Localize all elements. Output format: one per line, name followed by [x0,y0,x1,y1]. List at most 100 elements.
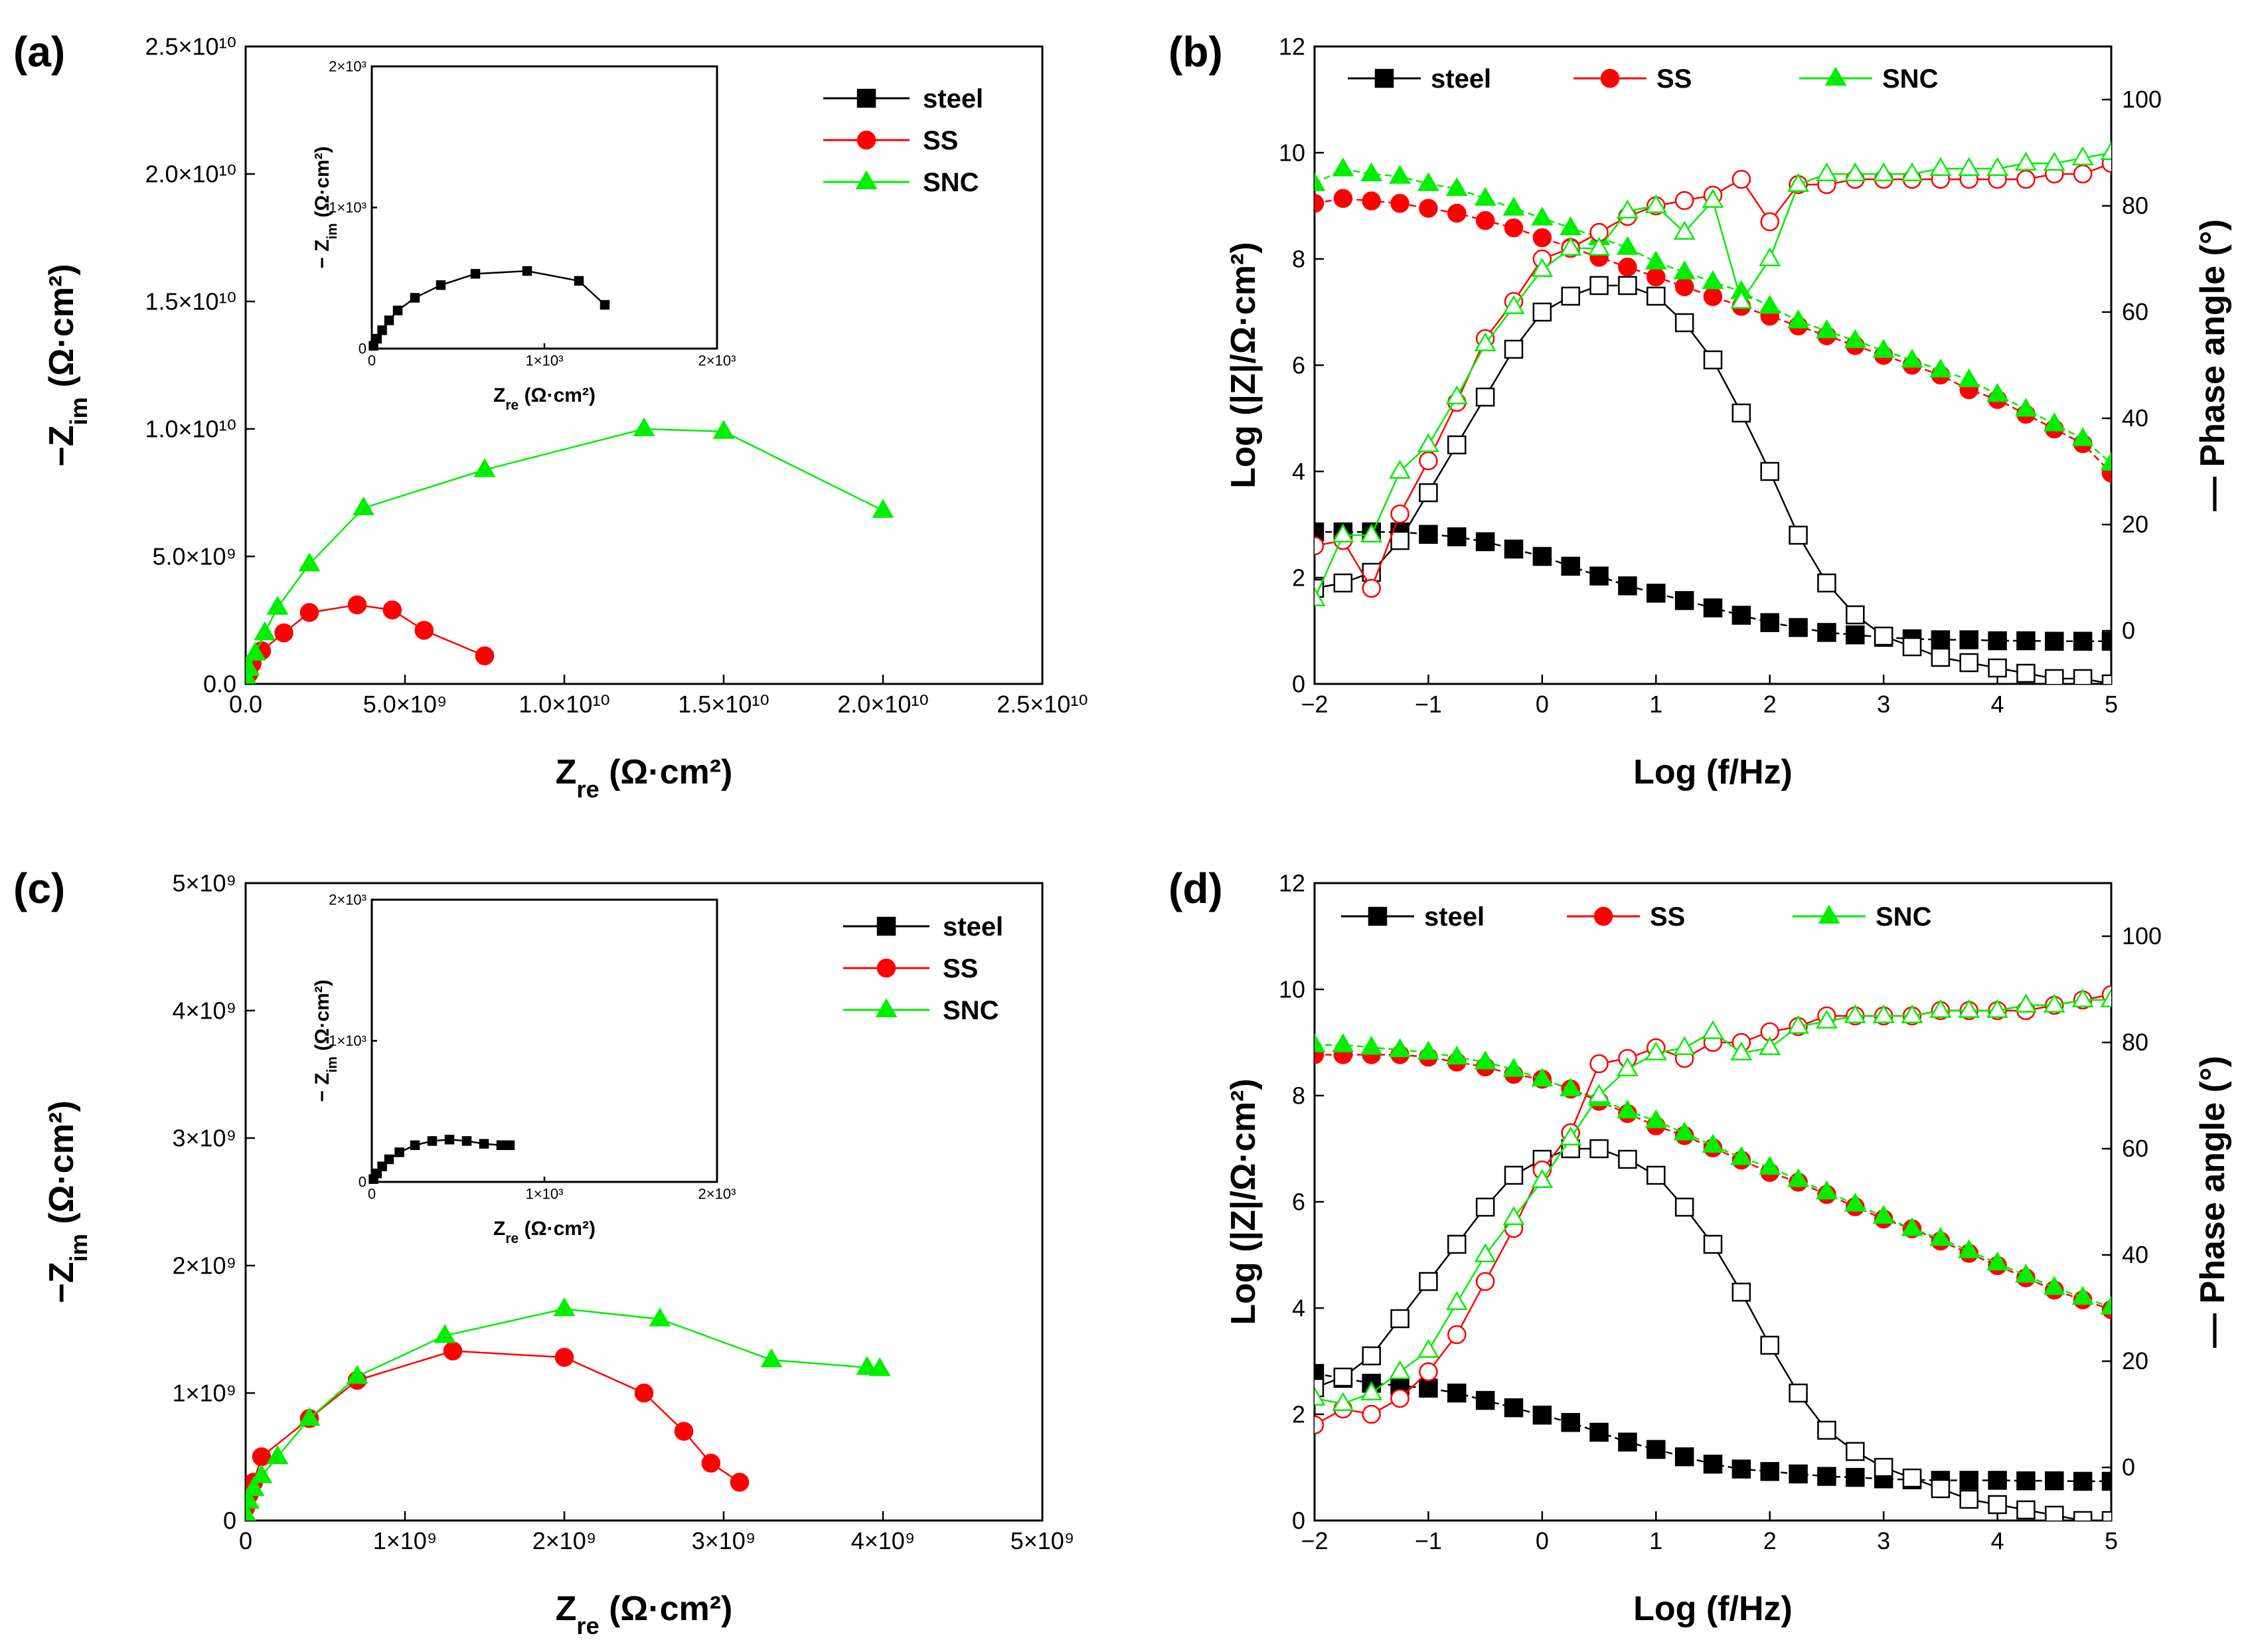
panel-b-data-point [1817,573,1836,593]
panel-c-inset-ytick-label: 1×10³ [329,1032,366,1049]
panel-d-data-point [1447,1234,1467,1254]
panel-a-inset-ytick-label: 1×10³ [329,199,366,216]
panel-a-legend-label: steel [923,84,983,114]
panel-b-ytick-label: 2 [1292,564,1305,592]
panel-b-data-point [1703,287,1723,306]
panel-a-inset-x-title: Zre (Ω·cm²) [493,384,596,413]
panel-d-data-point [1561,1413,1580,1432]
panel-d-data-point [1846,1467,1865,1487]
panel-d-data-point [2043,993,2065,1013]
panel-b-data-point [1419,199,1438,218]
panel-c-inset-data-point [479,1139,489,1149]
panel-d-ytick-label: 2 [1292,1401,1305,1428]
panel-a-series-line [246,428,884,677]
panel-c-data-point [634,1383,654,1403]
panel-d-ytick-label: 4 [1292,1295,1305,1322]
panel-d-legend-marker [1818,904,1840,924]
panel-d-data-point [2071,988,2094,1007]
panel-b-data-point [1931,630,1951,649]
panel-b-data-point [2073,669,2093,684]
panel-d-legend-label: SNC [1876,902,1931,932]
panel-a-data-point [382,600,402,620]
panel-b-data-point [2100,452,2111,471]
panel-c-inset-data-point [496,1140,507,1150]
panel-b-data-point [1674,313,1694,333]
panel-b-data-point [1475,532,1495,552]
panel-d-data-point [1332,1033,1354,1052]
panel-d-data-point [1315,1415,1325,1435]
panel-a-x-axis-title: Zre (Ω·cm²) [556,753,733,803]
panel-d-data-point [2014,993,2037,1013]
panel-d-data-point [1731,1282,1751,1302]
panel-b-data-point [1360,523,1383,542]
panel-a-data-point [254,621,276,641]
panel-c-data-point [554,1347,574,1367]
panel-b-data-point [2014,398,2037,417]
panel-b-data-point [1647,584,1666,603]
panel-a-data-point [872,499,894,518]
panel-b-data-point [1362,578,1381,598]
panel-a-inset-ytick-label: 0 [359,341,366,357]
panel-d-data-point [2045,1505,2064,1521]
panel-d-data-point [2014,1264,2037,1283]
panel-b-data-point [2100,141,2111,160]
panel-c-ytick-label: 1×10⁹ [172,1380,236,1407]
panel-b-data-point [1844,329,1866,349]
panel-b-data-point [1618,258,1637,277]
panel-d-data-point [1703,1454,1723,1474]
panel-d-data-point [1389,1038,1411,1058]
panel-d-ytick-label: 0 [1292,1507,1305,1534]
panel-b-data-point [1475,387,1495,407]
panel-b-data-point [1474,187,1496,206]
panel-d-data-point [1589,1422,1609,1442]
panel-b-data-point [1901,162,1923,181]
panel-d-xtick-label: 5 [2105,1527,2118,1554]
panel-d-data-point [1986,999,2009,1018]
panel-b-data-point [1560,216,1582,236]
panel-b-y2tick-label: 60 [2122,298,2148,325]
panel-b-data-point [1703,598,1723,618]
panel-a-data-point [298,552,321,572]
panel-b-data-point [1674,277,1694,297]
panel-d-x-axis-title: Log (f/Hz) [1633,1590,1793,1628]
panel-b-label: (b) [1168,28,1223,76]
panel-a-data-point [299,603,319,622]
panel-c-inset: 0 1×10³ 2×10³ 0 1×10³ 2×10³ Zre (Ω·cm²) − Zim (… [311,892,736,1246]
panel-b-xtick-label: 1 [1649,691,1662,718]
panel-d-data-point [1730,1041,1753,1060]
panel-b-plot-area [1315,141,2111,684]
panel-d-label: (d) [1168,865,1223,912]
panel-b-data-point [1332,157,1354,177]
panel-b-data-point [1560,236,1582,256]
panel-d-data-point [1817,1467,1836,1486]
panel-a-data-point [274,623,293,643]
panel-b-data-point [1504,339,1524,359]
panel-d-data-point [1789,1464,1808,1484]
panel-d-plot-area [1315,985,2111,1521]
panel-d-data-point [1474,1050,1496,1070]
panel-b-data-point [1645,194,1667,213]
panel-d-data-point [1447,1325,1467,1345]
panel-b-data-point [1390,504,1409,524]
panel-a-data-point [347,595,367,615]
panel-a-legend-marker [855,170,878,189]
panel-c-inset-xtick-label: 2×10³ [698,1186,736,1202]
panel-b-data-point [2016,631,2036,651]
panel-b-data-point [1817,623,1836,642]
panel-d-y2tick-label: 60 [2122,1135,2148,1162]
panel-c-data-point [434,1324,456,1343]
panel-c-data-point [250,1464,273,1483]
panel-b-data-point [1988,631,2007,651]
panel-c-xtick-label: 3×10⁹ [692,1527,756,1554]
panel-d-xtick-label: 3 [1877,1527,1890,1554]
panel-d-data-point [1531,1067,1554,1087]
panel-b-data-point [1988,658,2007,678]
panel-d-data-point [1846,1442,1865,1461]
panel-a-data-point [246,641,266,661]
panel-d-xtick-label: 1 [1649,1527,1662,1554]
panel-c-legend-label: steel [943,912,1003,942]
panel-d-data-point [1315,1033,1326,1052]
panel-c-legend-marker [875,998,898,1017]
panel-b-data-point [1445,177,1468,197]
panel-d-data-point [1645,1041,1667,1060]
